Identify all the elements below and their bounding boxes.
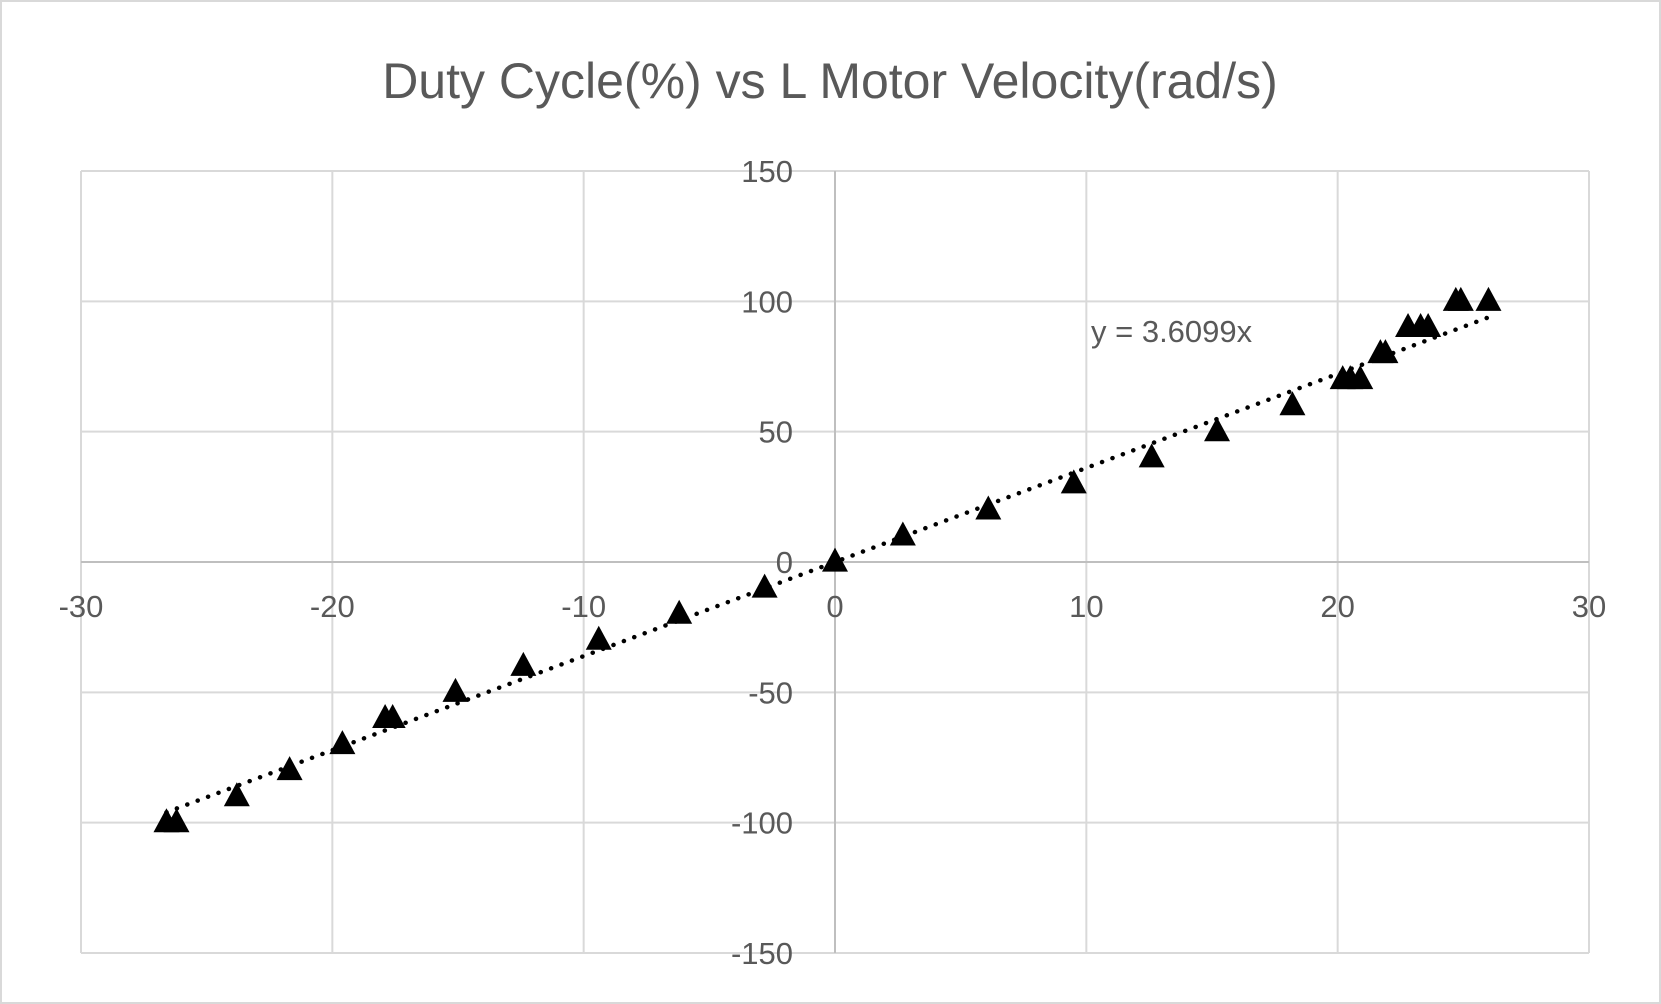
trendline-equation-label: y = 3.6099x [1091, 314, 1253, 349]
data-point-triangle [1447, 286, 1474, 311]
data-point-triangle [585, 625, 612, 650]
data-points [153, 286, 1502, 833]
data-point-triangle [975, 495, 1002, 520]
data-point-triangle [1060, 469, 1087, 494]
y-tick-label: 50 [759, 415, 793, 450]
x-tick-label: 10 [1069, 589, 1103, 624]
data-point-triangle [1347, 365, 1374, 390]
data-point-triangle [822, 547, 848, 572]
x-tick-label: -30 [59, 589, 104, 624]
data-point-triangle [276, 756, 303, 781]
data-point-triangle [1372, 339, 1399, 364]
x-tick-label: 30 [1572, 589, 1606, 624]
data-point-triangle [1138, 443, 1165, 468]
data-point-triangle [329, 730, 356, 755]
chart-title: Duty Cycle(%) vs L Motor Velocity(rad/s) [382, 53, 1278, 109]
y-tick-label: -100 [731, 806, 793, 841]
data-point-triangle [889, 521, 916, 546]
y-tick-label: 150 [741, 154, 793, 189]
trendline-layer [164, 315, 1491, 815]
data-point-triangle [1475, 286, 1502, 311]
trendline [164, 315, 1491, 815]
y-tick-label: 0 [776, 545, 793, 580]
data-point-triangle [1279, 391, 1306, 416]
data-point-triangle [751, 573, 778, 598]
y-tick-label: 100 [741, 284, 793, 319]
data-point-triangle [1204, 417, 1231, 442]
x-tick-label: -20 [310, 589, 355, 624]
data-point-triangle [442, 677, 469, 702]
data-point-triangle [1415, 313, 1442, 337]
data-point-triangle [223, 782, 250, 807]
x-tick-label: 0 [826, 589, 843, 624]
data-point-triangle [163, 808, 190, 833]
x-tick-label: 20 [1320, 589, 1354, 624]
data-point-triangle [666, 599, 693, 624]
x-tick-label: -10 [561, 589, 606, 624]
data-point-triangle [510, 651, 537, 676]
y-tick-label: -50 [748, 675, 793, 710]
y-tick-label: -150 [731, 936, 793, 971]
data-point-triangle [379, 704, 406, 728]
